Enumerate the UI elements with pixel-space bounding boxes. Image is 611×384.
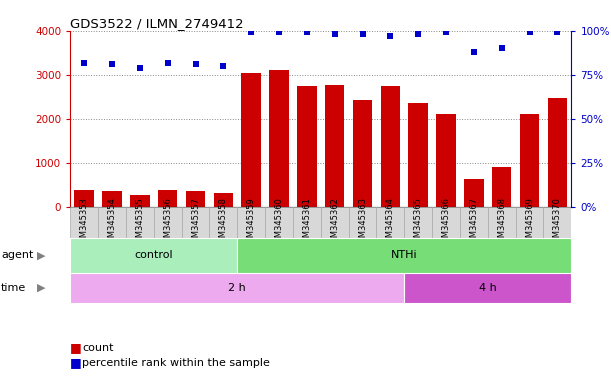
Bar xyxy=(102,192,122,207)
Bar xyxy=(126,207,154,238)
Bar xyxy=(70,273,404,303)
Point xyxy=(525,30,535,36)
Bar xyxy=(210,207,237,238)
Text: GSM345359: GSM345359 xyxy=(247,197,255,248)
Bar xyxy=(376,207,404,238)
Point xyxy=(302,30,312,36)
Text: count: count xyxy=(82,343,114,353)
Bar xyxy=(70,207,98,238)
Point xyxy=(79,60,89,66)
Text: GSM345362: GSM345362 xyxy=(330,197,339,248)
Text: GSM345357: GSM345357 xyxy=(191,197,200,248)
Bar xyxy=(381,86,400,207)
Text: GSM345363: GSM345363 xyxy=(358,197,367,248)
Point xyxy=(219,63,229,69)
Point xyxy=(357,31,367,37)
Bar xyxy=(349,207,376,238)
Bar xyxy=(265,207,293,238)
Point xyxy=(107,61,117,67)
Bar xyxy=(464,179,484,207)
Text: GSM345358: GSM345358 xyxy=(219,197,228,248)
Bar xyxy=(404,207,432,238)
Text: GSM345364: GSM345364 xyxy=(386,197,395,248)
Bar xyxy=(520,114,540,207)
Text: ■: ■ xyxy=(70,341,82,354)
Bar xyxy=(269,70,289,207)
Text: NTHi: NTHi xyxy=(391,250,417,260)
Text: ▶: ▶ xyxy=(37,283,46,293)
Point xyxy=(552,30,562,36)
Text: GSM345356: GSM345356 xyxy=(163,197,172,248)
Bar xyxy=(237,238,571,273)
Text: GSM345354: GSM345354 xyxy=(108,197,117,248)
Bar xyxy=(154,207,181,238)
Bar xyxy=(488,207,516,238)
Bar xyxy=(460,207,488,238)
Text: 4 h: 4 h xyxy=(479,283,497,293)
Text: GSM345370: GSM345370 xyxy=(553,197,562,248)
Bar xyxy=(516,207,543,238)
Bar xyxy=(404,273,571,303)
Text: ■: ■ xyxy=(70,356,82,369)
Text: control: control xyxy=(134,250,173,260)
Bar xyxy=(186,192,205,207)
Point xyxy=(191,61,200,67)
Text: agent: agent xyxy=(1,250,34,260)
Bar xyxy=(158,190,177,207)
Bar xyxy=(75,190,94,207)
Text: GSM345361: GSM345361 xyxy=(302,197,312,248)
Bar xyxy=(432,207,460,238)
Text: GSM345367: GSM345367 xyxy=(469,197,478,248)
Bar xyxy=(181,207,210,238)
Text: GSM345366: GSM345366 xyxy=(442,197,450,248)
Text: percentile rank within the sample: percentile rank within the sample xyxy=(82,358,270,368)
Point xyxy=(413,31,423,37)
Text: GSM345365: GSM345365 xyxy=(414,197,423,248)
Point xyxy=(469,49,479,55)
Point xyxy=(330,31,340,37)
Text: ▶: ▶ xyxy=(37,250,46,260)
Text: time: time xyxy=(1,283,26,293)
Bar xyxy=(297,86,316,207)
Bar xyxy=(547,98,567,207)
Bar xyxy=(70,238,237,273)
Bar xyxy=(543,207,571,238)
Bar xyxy=(237,207,265,238)
Bar xyxy=(98,207,126,238)
Bar xyxy=(293,207,321,238)
Point xyxy=(274,30,284,36)
Text: GSM345368: GSM345368 xyxy=(497,197,506,248)
Text: GSM345369: GSM345369 xyxy=(525,197,534,248)
Bar xyxy=(409,103,428,207)
Point xyxy=(163,60,172,66)
Point xyxy=(246,30,256,36)
Bar xyxy=(241,73,261,207)
Point xyxy=(497,45,507,51)
Text: GDS3522 / ILMN_2749412: GDS3522 / ILMN_2749412 xyxy=(70,17,244,30)
Text: 2 h: 2 h xyxy=(229,283,246,293)
Bar xyxy=(130,195,150,207)
Bar xyxy=(214,193,233,207)
Text: GSM345355: GSM345355 xyxy=(136,197,144,248)
Bar xyxy=(325,86,345,207)
Bar xyxy=(353,100,372,207)
Bar xyxy=(492,167,511,207)
Point xyxy=(386,33,395,39)
Text: GSM345353: GSM345353 xyxy=(79,197,89,248)
Bar xyxy=(321,207,349,238)
Point xyxy=(135,65,145,71)
Point xyxy=(441,30,451,36)
Bar xyxy=(436,114,456,207)
Text: GSM345360: GSM345360 xyxy=(274,197,284,248)
